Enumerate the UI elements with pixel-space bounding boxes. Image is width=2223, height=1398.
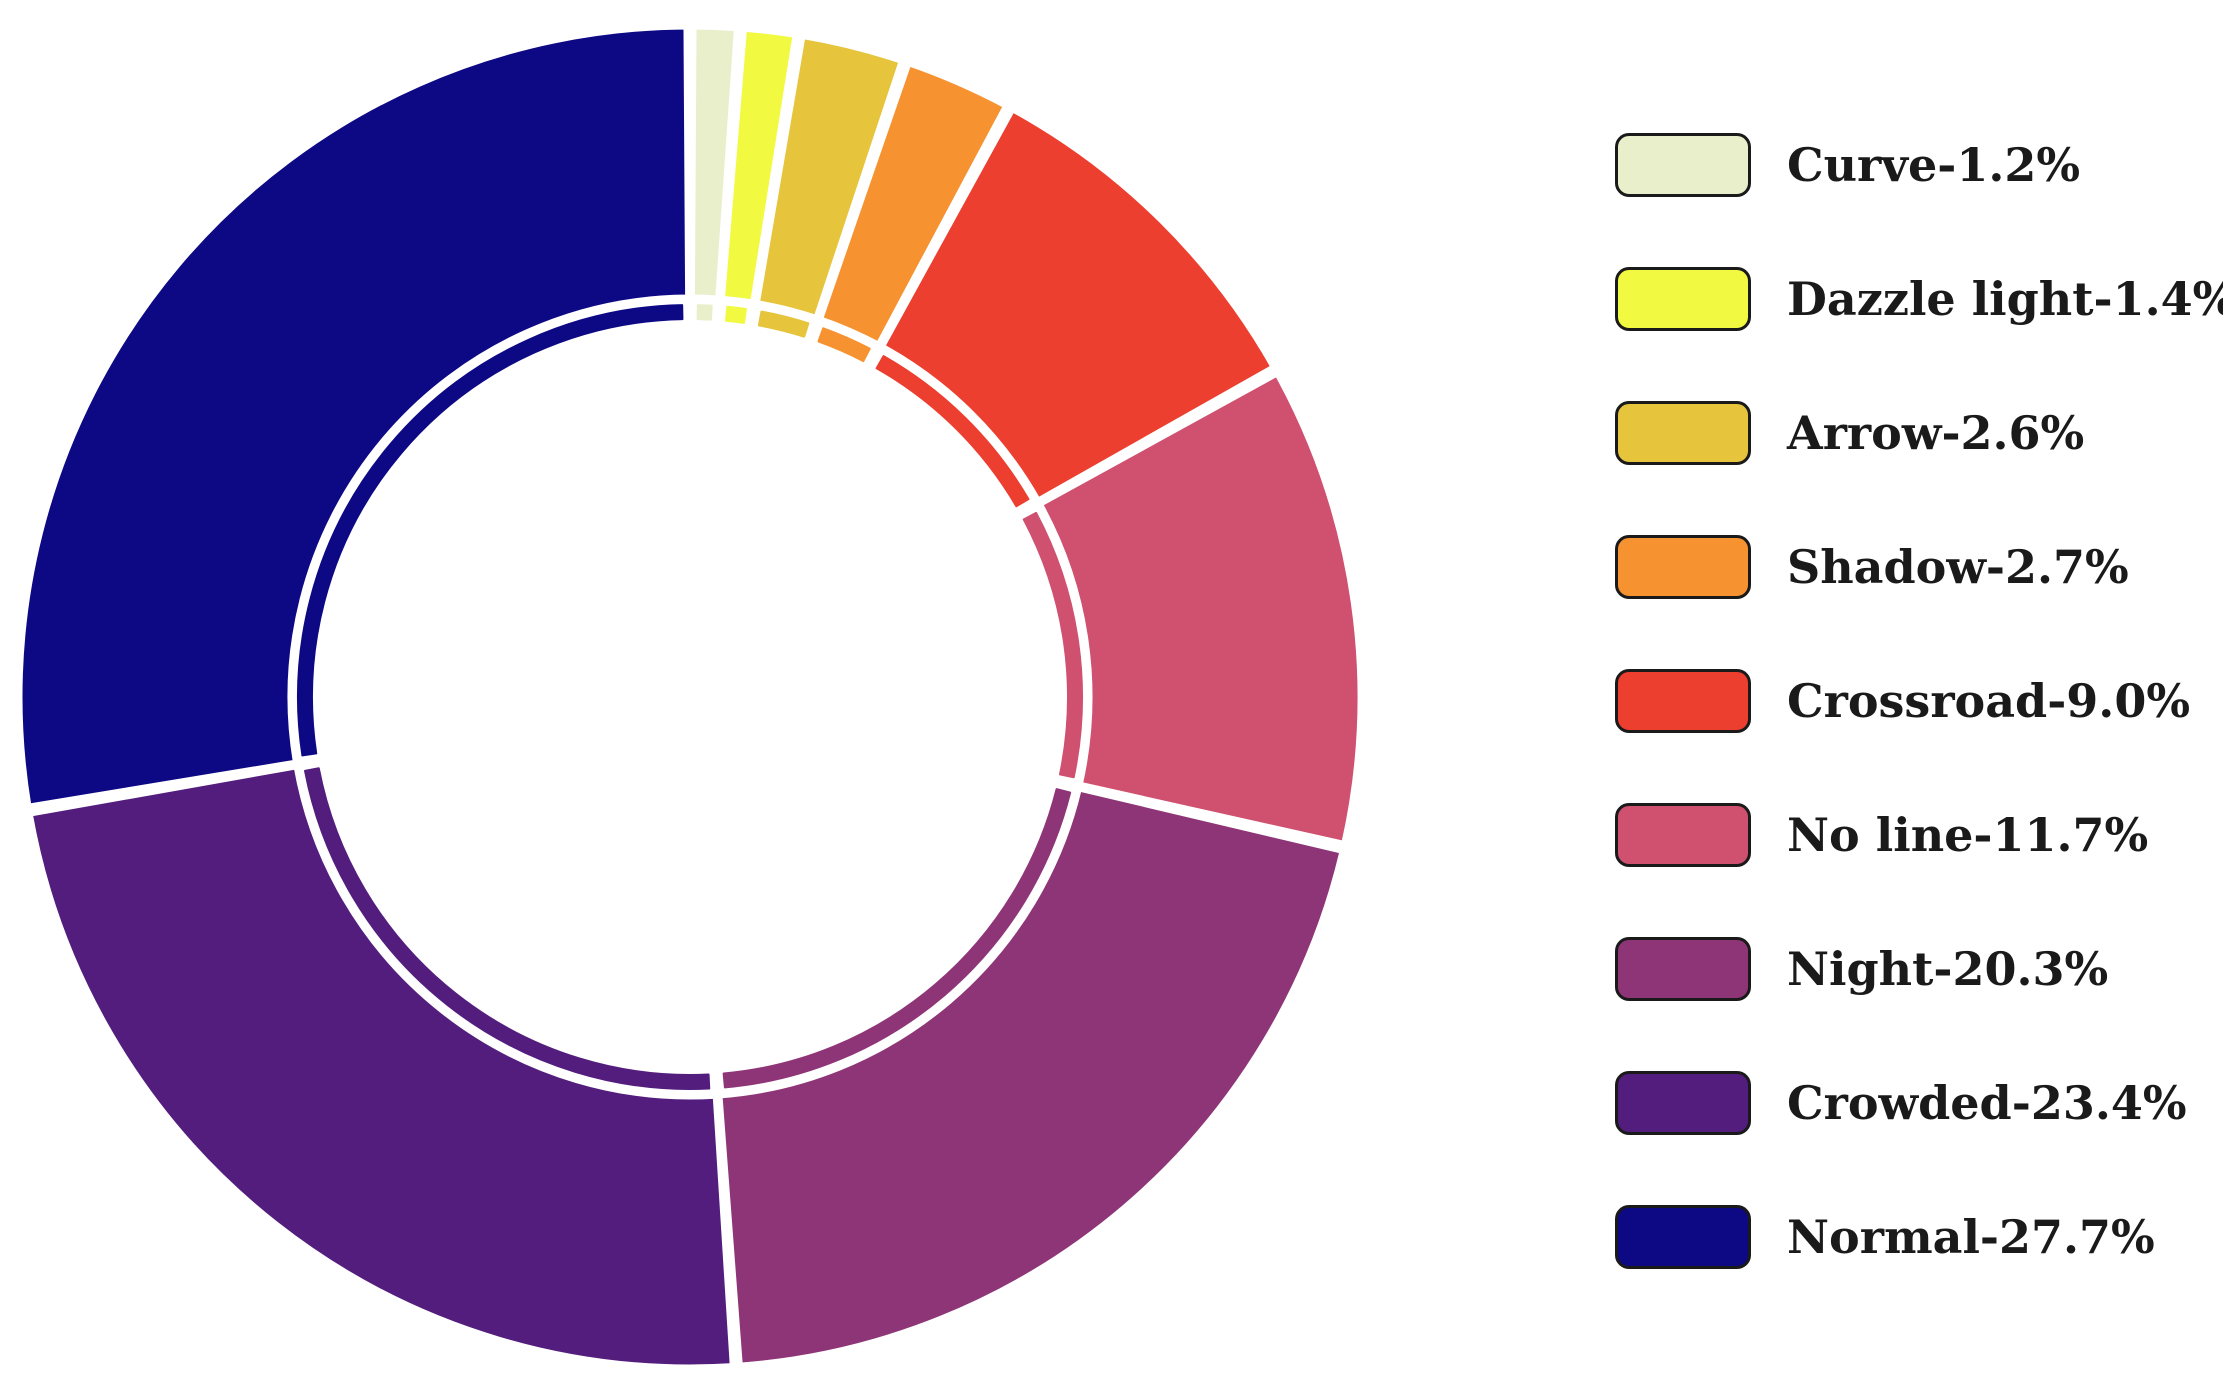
legend-swatch-crowded xyxy=(1615,1071,1751,1135)
slice-crossroad xyxy=(880,107,1276,503)
inner-ring-night xyxy=(722,788,1072,1089)
legend-swatch-crossroad xyxy=(1615,669,1751,733)
inner-ring-dazzle-light xyxy=(725,305,748,324)
legend-label-dazzle-light: Dazzle light-1.4% xyxy=(1787,272,2223,326)
slice-curve xyxy=(689,24,739,301)
legend-swatch-no-line xyxy=(1615,803,1751,867)
legend-label-crowded: Crowded-23.4% xyxy=(1787,1076,2187,1130)
slice-arrow xyxy=(754,34,904,320)
legend-swatch-dazzle-light xyxy=(1615,267,1751,331)
legend-item-no-line: No line-11.7% xyxy=(1615,800,2148,870)
inner-ring-no-line xyxy=(1022,511,1084,779)
slice-night xyxy=(717,786,1345,1368)
legend-swatch-shadow xyxy=(1615,535,1751,599)
inner-ring-normal xyxy=(297,304,684,757)
legend-swatch-normal xyxy=(1615,1205,1751,1269)
inner-ring-curve xyxy=(696,304,713,321)
legend-item-shadow: Shadow-2.7% xyxy=(1615,532,2129,602)
legend-swatch-night xyxy=(1615,937,1751,1001)
legend-item-crowded: Crowded-23.4% xyxy=(1615,1068,2187,1138)
legend-swatch-arrow xyxy=(1615,401,1751,465)
slice-normal xyxy=(17,24,691,809)
legend-label-curve: Curve-1.2% xyxy=(1787,138,2081,192)
slice-crowded xyxy=(27,764,735,1370)
legend-label-arrow: Arrow-2.6% xyxy=(1787,406,2085,460)
donut-chart-svg xyxy=(17,24,1363,1370)
legend-label-crossroad: Crossroad-9.0% xyxy=(1787,674,2191,728)
legend-item-curve: Curve-1.2% xyxy=(1615,130,2080,200)
legend-label-night: Night-20.3% xyxy=(1787,942,2109,996)
legend-label-no-line: No line-11.7% xyxy=(1787,808,2149,862)
inner-ring-crossroad xyxy=(875,355,1030,508)
legend-item-crossroad: Crossroad-9.0% xyxy=(1615,666,2190,736)
inner-ring-crowded xyxy=(304,767,711,1090)
legend-label-shadow: Shadow-2.7% xyxy=(1787,540,2129,594)
legend-label-normal: Normal-27.7% xyxy=(1787,1210,2155,1264)
legend-swatch-curve xyxy=(1615,133,1751,197)
legend-item-dazzle-light: Dazzle light-1.4% xyxy=(1615,264,2223,334)
slice-shadow xyxy=(818,61,1009,347)
donut-chart xyxy=(17,24,1363,1370)
legend-item-arrow: Arrow-2.6% xyxy=(1615,398,2084,468)
legend-item-night: Night-20.3% xyxy=(1615,934,2108,1004)
inner-ring-arrow xyxy=(757,310,810,338)
legend-item-normal: Normal-27.7% xyxy=(1615,1202,2155,1272)
slice-dazzle-light xyxy=(720,26,798,305)
inner-ring-shadow xyxy=(817,327,871,363)
slice-no-line xyxy=(1037,371,1363,846)
